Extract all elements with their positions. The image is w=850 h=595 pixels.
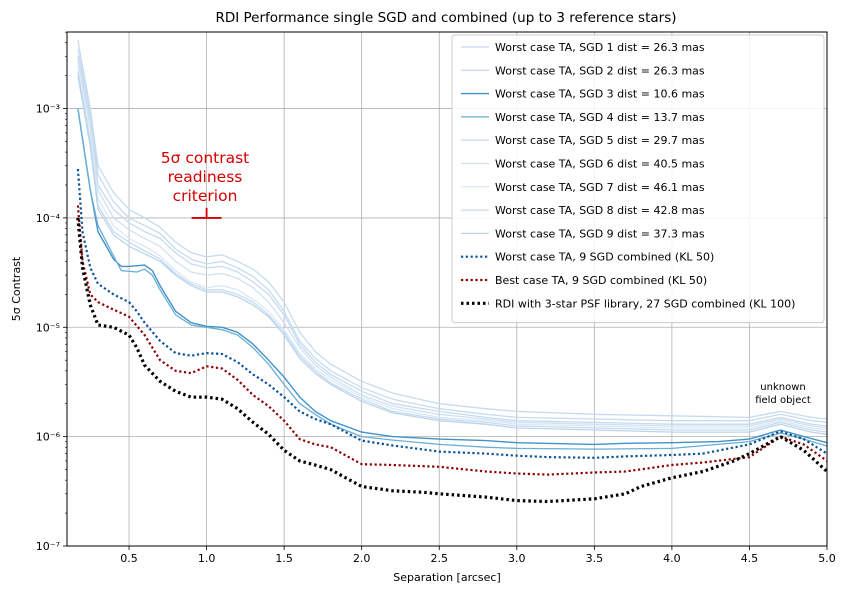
series-line-2 <box>77 48 828 424</box>
legend: Worst case TA, SGD 1 dist = 26.3 mas Wors… <box>451 34 825 324</box>
legend-entry-8: Worst case TA, SGD 8 dist = 42.8 mas <box>495 204 705 217</box>
criterion-label-line-2: readiness <box>168 168 243 186</box>
x-tick-label: 5.0 <box>818 552 836 565</box>
legend-entry-4: Worst case TA, SGD 4 dist = 13.7 mas <box>495 111 705 124</box>
criterion-label-line-1: 5σ contrast <box>161 149 250 167</box>
series-line-1 <box>77 40 828 420</box>
y-tick-label: 10⁻⁶ <box>36 431 61 444</box>
field-object-label-line-2: field object <box>755 395 811 406</box>
field-object-label-line-1: unknown <box>760 382 805 393</box>
legend-entry-10: Worst case TA, 9 SGD combined (KL 50) <box>495 251 714 264</box>
legend-box <box>451 34 825 324</box>
annotations: 5σ contrast readiness criterion unknown … <box>161 149 811 406</box>
plot-frame <box>66 31 828 547</box>
x-tick-label: 2.5 <box>430 552 448 565</box>
legend-entry-2: Worst case TA, SGD 2 dist = 26.3 mas <box>495 64 705 77</box>
legend-entry-1: Worst case TA, SGD 1 dist = 26.3 mas <box>495 41 705 54</box>
legend-entry-9: Worst case TA, SGD 9 dist = 37.3 mas <box>495 227 705 240</box>
series-line-8 <box>77 70 828 433</box>
legend-entry-3: Worst case TA, SGD 3 dist = 10.6 mas <box>495 88 705 101</box>
x-tick-label: 2.0 <box>353 552 371 565</box>
y-tick-label: 10⁻³ <box>36 103 60 116</box>
axis-ticks: 0.5 1.0 1.5 2.0 2.5 3.0 3.5 4.0 4.5 5.0 10⁻⁷ 10⁻⁶ 10… <box>36 31 836 565</box>
series-line-6 <box>77 59 828 429</box>
series-line-9 <box>77 75 828 435</box>
series-line-10 <box>76 168 828 459</box>
series-line-11 <box>76 205 828 476</box>
y-tick-label: 10⁻⁵ <box>36 321 60 334</box>
x-axis-label: Separation [arcsec] <box>393 571 501 584</box>
legend-entry-7: Worst case TA, SGD 7 dist = 46.1 mas <box>495 181 705 194</box>
series-line-12 <box>76 217 829 504</box>
series-line-7 <box>77 64 828 431</box>
series-line-5 <box>77 56 828 427</box>
legend-entry-12: RDI with 3-star PSF library, 27 SGD comb… <box>495 297 795 310</box>
x-tick-label: 4.0 <box>663 552 681 565</box>
x-tick-label: 0.5 <box>120 552 138 565</box>
chart-title: RDI Performance single SGD and combined … <box>215 10 676 26</box>
criterion-label-line-3: criterion <box>173 187 238 205</box>
legend-entry-11: Best case TA, 9 SGD combined (KL 50) <box>495 274 707 287</box>
y-tick-label: 10⁻⁷ <box>36 540 60 553</box>
legend-entry-6: Worst case TA, SGD 6 dist = 40.5 mas <box>495 158 705 171</box>
y-axis-label: 5σ Contrast <box>10 256 23 321</box>
legend-entry-5: Worst case TA, SGD 5 dist = 29.7 mas <box>495 134 705 147</box>
series-line-3 <box>77 108 828 446</box>
x-tick-label: 3.0 <box>508 552 526 565</box>
series-line-4 <box>77 108 828 450</box>
x-tick-label: 4.5 <box>741 552 759 565</box>
series-lines <box>76 40 829 504</box>
y-tick-label: 10⁻⁴ <box>36 212 61 225</box>
x-tick-label: 1.5 <box>275 552 293 565</box>
x-tick-label: 3.5 <box>586 552 604 565</box>
x-tick-label: 1.0 <box>198 552 216 565</box>
